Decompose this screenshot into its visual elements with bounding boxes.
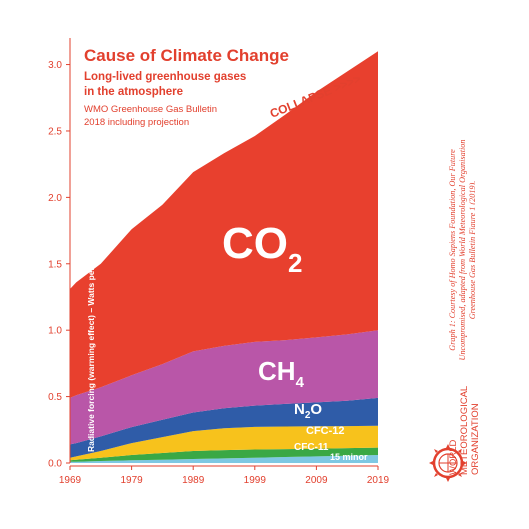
area-15-minor (70, 455, 378, 463)
wmo-name: WORLD METEOROLOGICAL ORGANIZATION (448, 386, 481, 476)
credit-text: Graph 1: Courtesy of Homo Sapiens Founda… (448, 140, 475, 361)
wmo-line-2: METEOROLOGICAL (459, 386, 470, 475)
wmo-line-3: ORGANIZATION (470, 403, 481, 475)
y-tick-label: 0.0 (48, 459, 62, 470)
x-tick-label: 2009 (305, 475, 328, 486)
wmo-logo-icon (429, 444, 467, 482)
area-cfc-12 (70, 425, 378, 461)
source-line-1: WMO Greenhouse Gas Bulletin (84, 104, 217, 115)
x-tick-label: 1969 (59, 475, 82, 486)
n2o-label: N2O (294, 401, 322, 421)
wmo-line-1: WORLD (448, 440, 459, 476)
y-axis-label: Radiative forcing (warming effect) – Wat… (86, 182, 96, 452)
x-tick-label: 1979 (120, 475, 143, 486)
area-ch4 (70, 330, 378, 445)
ch4-label: CH4 (258, 356, 305, 391)
credit-line-1: Graph 1: Courtesy of Homo Sapiens Founda… (448, 149, 457, 351)
x-tick-label: 2019 (367, 475, 390, 486)
area-n2o (70, 397, 378, 458)
y-tick-label: 2.5 (48, 126, 62, 137)
y-axis: 0.0 0.5 1.0 1.5 2.0 2.5 3.0 (48, 38, 71, 470)
minor-gases-label: 15 minor (330, 452, 368, 462)
credit-line-2: Uncompromised, adapted from World Meteor… (458, 140, 467, 361)
chart-title: Cause of Climate Change (84, 46, 289, 65)
y-tick-label: 1.5 (48, 259, 62, 270)
y-tick-label: 3.0 (48, 60, 62, 71)
credit-line-3: Greenhouse Gas Bulletin Figure 1 (2019). (468, 181, 475, 320)
stacked-areas (70, 51, 378, 463)
chart-subtitle-line1: Long-lived greenhouse gases (84, 71, 246, 83)
area-co2 (70, 51, 378, 398)
x-axis: 1969 1979 1989 1999 2009 2019 (59, 465, 390, 486)
chart-subtitle-line2: in the atmosphere (84, 86, 183, 98)
x-tick-label: 1989 (182, 475, 205, 486)
y-tick-label: 2.0 (48, 193, 62, 204)
cfc12-label: CFC-12 (306, 425, 345, 437)
y-tick-label: 0.5 (48, 392, 62, 403)
y-tick-label: 1.0 (48, 326, 62, 337)
x-tick-label: 1999 (244, 475, 267, 486)
co2-label: CO2 (222, 219, 302, 278)
area-cfc-11 (70, 447, 378, 462)
cfc11-label: CFC-11 (294, 442, 329, 453)
source-line-2: 2018 including projection (84, 117, 189, 128)
